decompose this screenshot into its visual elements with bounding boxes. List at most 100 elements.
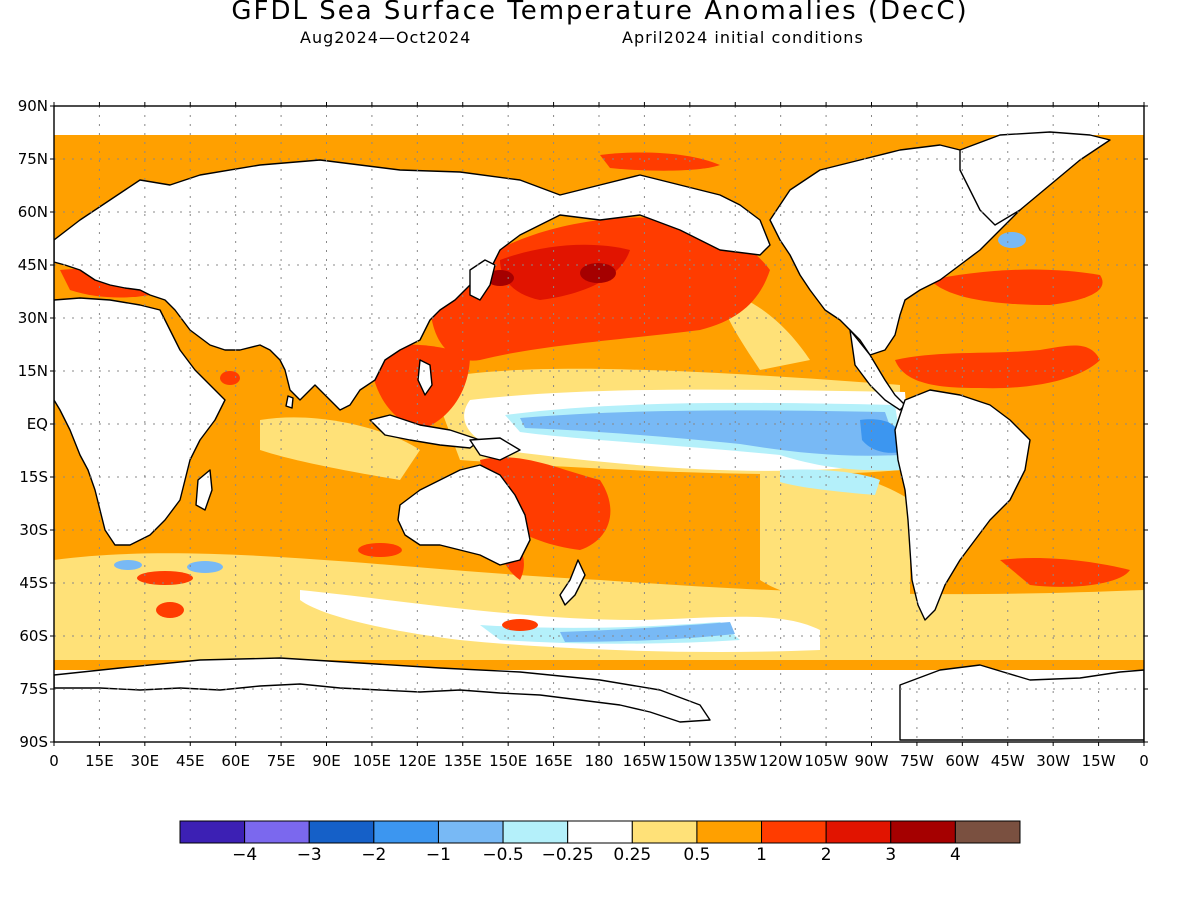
colorbar-swatch bbox=[696, 820, 763, 844]
philippines bbox=[417, 359, 433, 396]
longitude-label: 15E bbox=[85, 752, 114, 770]
colorbar-label: 0.5 bbox=[683, 845, 710, 865]
madagascar bbox=[195, 469, 213, 511]
australia-landmass bbox=[397, 464, 531, 566]
barents-hot bbox=[600, 152, 720, 171]
longitude-label: 135E bbox=[444, 752, 482, 770]
south-atlantic-cool bbox=[187, 561, 223, 573]
continents bbox=[54, 131, 1144, 741]
initial-conditions: April2024 initial conditions bbox=[622, 28, 864, 47]
latitude-labels: 90N 75N 60N 45N 30N 15N EQ 15S 30S 45S 60S 75S 90S bbox=[18, 97, 48, 751]
southern-light-band bbox=[54, 553, 1144, 660]
colorbar-swatch bbox=[437, 820, 504, 844]
longitude-label: 90E bbox=[312, 752, 341, 770]
longitude-label: 150W bbox=[668, 752, 712, 770]
longitude-label: 150E bbox=[489, 752, 527, 770]
colorbar-swatch bbox=[373, 820, 439, 844]
longitude-label: 135W bbox=[714, 752, 758, 770]
colorbar bbox=[179, 820, 1021, 844]
longitude-label: 75E bbox=[267, 752, 296, 770]
greenland bbox=[959, 131, 1111, 226]
longitude-label: 30W bbox=[1036, 752, 1070, 770]
new-zealand bbox=[559, 559, 586, 606]
longitude-label: 45E bbox=[176, 752, 205, 770]
longitude-label: 165E bbox=[535, 752, 573, 770]
latitude-label: 75S bbox=[19, 680, 48, 698]
cold-tongue-core bbox=[860, 419, 900, 453]
eurasia-landmass bbox=[54, 159, 771, 411]
colorbar-label: 3 bbox=[885, 845, 896, 865]
south-atlantic-hot bbox=[1000, 558, 1130, 587]
colorbar-label: 1 bbox=[756, 845, 767, 865]
colorbar-swatch bbox=[825, 820, 892, 844]
sri-lanka bbox=[285, 395, 294, 409]
africa-landmass bbox=[54, 297, 226, 546]
latitude-label: 90S bbox=[19, 733, 48, 751]
caribbean-hot bbox=[895, 345, 1100, 389]
latitude-label: 15S bbox=[19, 468, 48, 486]
longitude-label: 60W bbox=[945, 752, 979, 770]
longitude-ticks bbox=[53, 102, 1145, 746]
latitude-label: 30S bbox=[19, 521, 48, 539]
latitude-label: 45S bbox=[19, 574, 48, 592]
colorbar-label: −3 bbox=[297, 845, 322, 865]
colorbar-label: −1 bbox=[426, 845, 451, 865]
latitude-label: 60N bbox=[18, 203, 48, 221]
antarctic-peninsula bbox=[899, 664, 1144, 741]
arctic-white bbox=[54, 110, 1144, 135]
se-pacific-light bbox=[760, 467, 910, 604]
latitude-label: 90N bbox=[18, 97, 48, 115]
colorbar-swatch bbox=[502, 820, 569, 844]
longitude-label: 90W bbox=[855, 752, 889, 770]
longitude-label: 120W bbox=[759, 752, 803, 770]
latitude-label: EQ bbox=[27, 415, 48, 433]
longitude-label: 165W bbox=[623, 752, 667, 770]
colorbar-swatch bbox=[954, 820, 1021, 844]
longitude-label: 0 bbox=[1139, 752, 1149, 770]
colorbar-label: −0.5 bbox=[482, 845, 523, 865]
north-pacific-peak bbox=[580, 263, 616, 283]
longitude-label: 180 bbox=[585, 752, 614, 770]
longitude-label: 60E bbox=[221, 752, 250, 770]
new-guinea bbox=[469, 437, 521, 461]
antarctica-landmass bbox=[54, 657, 711, 723]
south-america-landmass bbox=[894, 389, 1031, 621]
longitude-label: 30E bbox=[131, 752, 160, 770]
colorbar-label: 2 bbox=[821, 845, 832, 865]
indian-light bbox=[260, 417, 420, 480]
longitude-label: 75W bbox=[900, 752, 934, 770]
colorbar-swatch bbox=[308, 820, 375, 844]
longitude-labels: 0 15E 30E 45E 60E 75E 90E 105E 120E 135E 150E 165E 1… bbox=[49, 752, 1149, 770]
colorbar-label: −2 bbox=[361, 845, 386, 865]
japan bbox=[469, 259, 496, 301]
colorbar-label: 4 bbox=[950, 845, 961, 865]
colorbar-label: −0.25 bbox=[542, 845, 594, 865]
cold-tongue-mid bbox=[520, 410, 900, 456]
latitude-label: 45N bbox=[18, 256, 48, 274]
colorbar-swatch bbox=[567, 820, 633, 844]
graticule bbox=[54, 106, 1144, 742]
north-america-landmass bbox=[769, 144, 1031, 356]
colorbar-swatch bbox=[631, 820, 698, 844]
arabian-sea-hot bbox=[220, 371, 240, 385]
longitude-label: 105W bbox=[804, 752, 848, 770]
colorbar-labels: −4 −3 −2 −1 −0.5 −0.25 0.25 0.5 1 2 3 4 bbox=[232, 845, 961, 865]
longitude-label: 105E bbox=[353, 752, 391, 770]
latitude-label: 15N bbox=[18, 362, 48, 380]
colorbar-swatch bbox=[890, 820, 956, 844]
southern-ocean-blue bbox=[560, 622, 735, 642]
north-pacific-hot bbox=[430, 217, 770, 361]
colorbar-label: 0.25 bbox=[613, 845, 651, 865]
forecast-period: Aug2024—Oct2024 bbox=[300, 28, 472, 47]
colorbar-swatch bbox=[244, 820, 310, 844]
south-tasman-hot bbox=[502, 619, 538, 631]
longitude-label: 15W bbox=[1082, 752, 1116, 770]
south-africa-cool bbox=[114, 560, 142, 570]
west-pacific-hot bbox=[370, 344, 470, 430]
longitude-label: 45W bbox=[991, 752, 1025, 770]
agulhas-hot bbox=[137, 571, 193, 585]
colorbar-swatch bbox=[179, 820, 246, 844]
longitude-label: 0 bbox=[49, 752, 59, 770]
north-atlantic-hot bbox=[930, 269, 1103, 305]
